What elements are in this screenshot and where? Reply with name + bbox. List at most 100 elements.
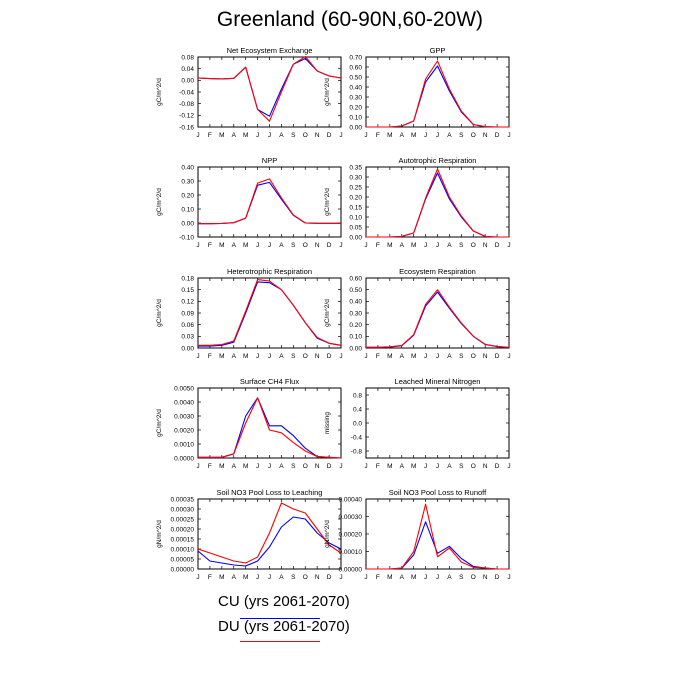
legend-cu-label: CU (yrs 2061-2070) [218, 593, 350, 610]
panel-3-xtick-label: N [315, 242, 320, 249]
panel-5-series-cu [198, 281, 342, 347]
panel-1-xtick-label: O [303, 132, 308, 139]
panel-7-xtick-label: A [279, 463, 284, 470]
panel-3-ylabel: gC/m^2/d [156, 188, 163, 216]
panel-10-xtick-label: J [436, 574, 439, 581]
panel-9-ytick-label: 0.00035 [171, 496, 195, 503]
panel-9-ytick-label: 0.00000 [171, 566, 195, 573]
panel-6-ytick-label: 0.30 [349, 310, 362, 317]
panel-1-xtick-label: D [327, 132, 332, 139]
panel-3-xtick-label: J [256, 242, 259, 249]
panel-7-ytick-label: 0.0000 [174, 455, 194, 462]
legend-du-label: DU (yrs 2061-2070) [218, 618, 350, 635]
panel-9-ytick-label: 0.00015 [171, 536, 195, 543]
legend-cu-line [240, 618, 320, 619]
panel-4-xtick-label: F [376, 242, 380, 249]
panel-7-xtick-label: N [315, 463, 320, 470]
panel-3-xtick-label: J [339, 242, 342, 249]
panel-1-xtick-label: S [291, 132, 296, 139]
panel-8-title: Leached Mineral Nitrogen [395, 377, 481, 386]
panel-10-xtick-label: J [424, 574, 427, 581]
panel-7-series-du [198, 397, 342, 459]
panel-3-xtick-label: M [219, 242, 224, 249]
panel-3-xtick-label: J [268, 242, 271, 249]
panel-3-ytick-label: -0.10 [179, 234, 194, 241]
panel-9-xtick-label: A [232, 574, 237, 581]
panel-9-series-du [197, 502, 342, 564]
panel-1-ytick-label: 0.00 [181, 78, 194, 85]
panel-6-ytick-label: 0.60 [349, 275, 362, 282]
panel-1-ytick-label: -0.04 [179, 89, 194, 96]
panel-7-xtick-label: F [208, 463, 212, 470]
panel-1-ytick-label: -0.12 [179, 113, 194, 120]
panel-3-series-du [198, 178, 341, 225]
panel-2-xtick-label: O [471, 132, 476, 139]
panel-5-series-du [198, 279, 342, 346]
panel-2-ytick-label: 0.10 [349, 114, 362, 121]
panel-8-xtick-label: J [436, 463, 439, 470]
panel-7-title: Surface CH4 Flux [240, 377, 299, 386]
panel-1-xtick-label: N [315, 132, 320, 139]
panel-8-ytick-label: -0.4 [351, 434, 363, 441]
panel-2-ylabel: gC/m^2/d [324, 78, 331, 106]
panel-2-series-du [366, 60, 509, 128]
panel-6-xtick-label: A [447, 353, 452, 360]
panel-3-xtick-label: O [303, 242, 308, 249]
panel-6-frame [365, 277, 510, 349]
panel-2-frame [365, 56, 510, 128]
panel-6-xtick-label: J [436, 353, 439, 360]
panel-2-xtick-label: M [387, 132, 392, 139]
panel-8-xtick-label: J [424, 463, 427, 470]
panel-7-xtick-label: O [303, 463, 308, 470]
panel-6-xtick-label: O [471, 353, 476, 360]
panel-9-title: Soil NO3 Pool Loss to Leaching [217, 488, 323, 497]
panel-1-xtick-label: F [208, 132, 212, 139]
panel-6-title: Ecosystem Respiration [399, 267, 476, 276]
panel-9-ytick-label: 0.00030 [171, 506, 195, 513]
panel-5-xtick-label: D [327, 353, 332, 360]
panel-4-xtick-label: A [447, 242, 452, 249]
panel-6-ytick-label: 0.20 [349, 322, 362, 329]
panel-7-xtick-label: D [327, 463, 332, 470]
panel-8-frame [365, 387, 510, 459]
panel-10-xtick-label: S [459, 574, 464, 581]
panel-7-xtick-label: J [196, 463, 199, 470]
panel-5-ylabel: gC/m^2/d [156, 299, 163, 327]
panel-7-series-cu [198, 397, 342, 459]
panel-2-xtick-label: N [483, 132, 488, 139]
panel-2-xtick-label: J [424, 132, 427, 139]
panel-1-ytick-label: 0.08 [181, 54, 194, 61]
panel-2-xtick-label: J [507, 132, 510, 139]
panel-9-xtick-label: J [268, 574, 271, 581]
panel-9-series-cu [197, 516, 342, 567]
panel-1-xtick-label: J [196, 132, 199, 139]
panel-4-xtick-label: M [387, 242, 392, 249]
panel-8-xtick-label: S [459, 463, 464, 470]
panel-10-xtick-label: O [471, 574, 476, 581]
panel-7-ytick-label: 0.0030 [174, 413, 194, 420]
panel-3-xtick-label: F [208, 242, 212, 249]
panel-4-series-cu [366, 172, 509, 238]
panel-4-xtick-label: O [471, 242, 476, 249]
panel-10-xtick-label: M [387, 574, 392, 581]
panel-5-xtick-label: F [208, 353, 212, 360]
panel-10-ytick-label: 0.00040 [339, 496, 363, 503]
panel-7-xtick-label: S [291, 463, 296, 470]
panel-1-xtick-label: J [256, 132, 259, 139]
panel-7-xtick-label: J [268, 463, 271, 470]
legend-du-line [240, 641, 320, 642]
panel-5-ytick-label: 0.00 [181, 345, 194, 352]
panel-6-xtick-label: S [459, 353, 464, 360]
panel-2-xtick-label: M [411, 132, 416, 139]
panel-2-xtick-label: D [495, 132, 500, 139]
panel-9-xtick-label: F [208, 574, 212, 581]
panel-10-ytick-label: 0.00030 [339, 514, 363, 521]
panel-10-ytick-label: 0.00020 [339, 531, 363, 538]
panel-9-xtick-label: O [303, 574, 308, 581]
panel-8-ylabel: missing [324, 412, 331, 434]
panel-1-xtick-label: M [219, 132, 224, 139]
panel-3-xtick-label: J [196, 242, 199, 249]
panel-4-ylabel: gC/m^2/d [324, 188, 331, 216]
panel-5-xtick-label: O [303, 353, 308, 360]
